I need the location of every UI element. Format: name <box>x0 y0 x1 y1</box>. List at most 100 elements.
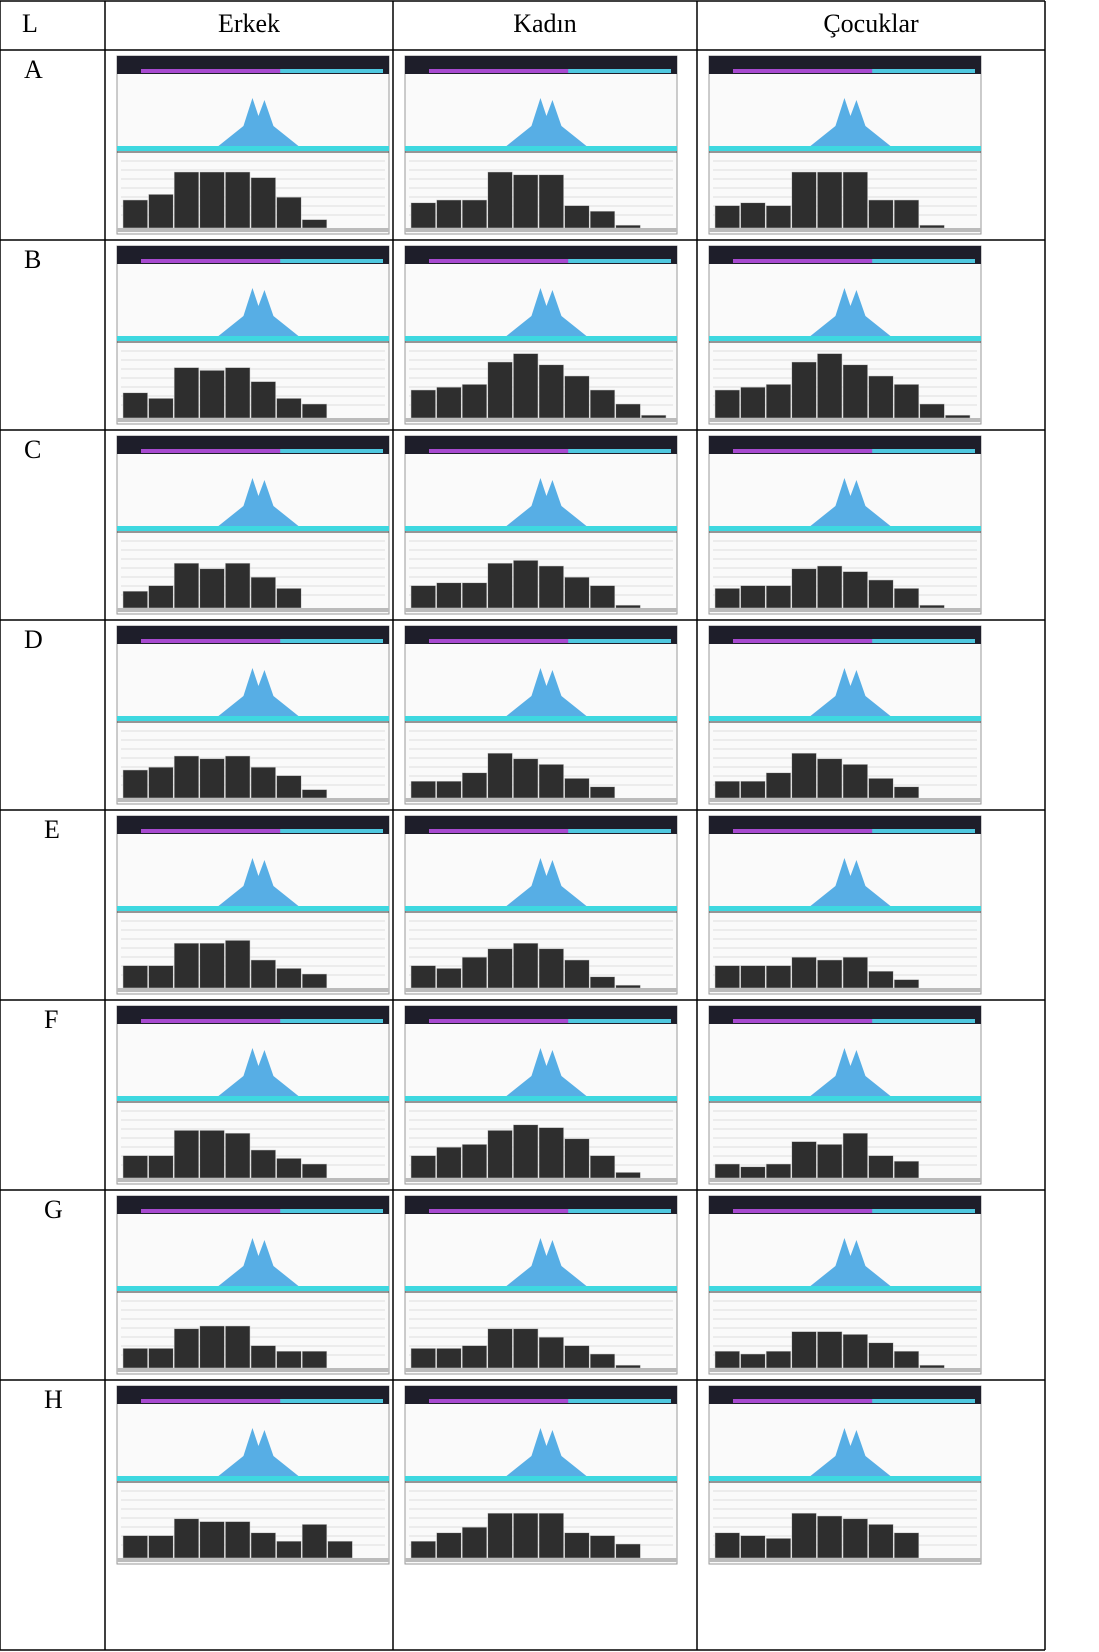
spectrum-baseline <box>117 146 389 151</box>
hist-bar <box>945 415 970 418</box>
toolbar-strip <box>280 449 383 453</box>
hist-bar <box>488 563 513 608</box>
toolbar-strip <box>568 1399 671 1403</box>
hist-bar <box>741 781 766 798</box>
hist-bar <box>590 211 615 228</box>
hist-bar <box>741 203 766 228</box>
spectrum-baseline <box>117 526 389 531</box>
hist-bar <box>174 756 199 798</box>
row-label: H <box>44 1385 63 1414</box>
thumbnail <box>405 56 677 234</box>
hist-bar <box>792 362 817 418</box>
hist-bar <box>251 1533 276 1558</box>
spectrum-baseline <box>709 1476 981 1481</box>
row-label: G <box>44 1195 63 1224</box>
spectrum-baseline <box>405 716 677 721</box>
hist-bar <box>123 1156 148 1178</box>
hist-bar <box>616 404 641 418</box>
thumbnail <box>117 246 389 424</box>
hist-bar <box>766 384 791 418</box>
hist-bar <box>411 390 436 418</box>
hist-bar <box>174 1329 199 1368</box>
hist-bar <box>123 966 148 988</box>
hist-bar <box>411 203 436 228</box>
hist-bar <box>437 583 462 608</box>
hist-bar <box>488 1329 513 1368</box>
toolbar-strip <box>872 639 975 643</box>
thumbnail <box>117 1196 389 1374</box>
toolbar-strip <box>872 1019 975 1023</box>
hist-bar <box>741 387 766 418</box>
toolbar-strip <box>568 1209 671 1213</box>
hist-bar <box>539 1337 564 1368</box>
hist-bar <box>411 966 436 988</box>
hist-bar <box>302 1351 327 1368</box>
thumbnail <box>709 56 981 234</box>
row-label: E <box>44 815 60 844</box>
hist-bar <box>920 404 945 418</box>
thumbnail <box>117 1006 389 1184</box>
thumbnail <box>405 436 677 614</box>
thumbnail <box>709 816 981 994</box>
hist-bar <box>513 943 538 988</box>
hist-bar <box>817 1332 842 1368</box>
hist-bar <box>437 387 462 418</box>
spectrum-baseline <box>405 1096 677 1101</box>
hist-bar <box>488 172 513 228</box>
hist-bar <box>437 1533 462 1558</box>
hist-bar <box>539 764 564 798</box>
status-bar <box>405 988 677 992</box>
hist-bar <box>225 940 250 988</box>
hist-bar <box>843 957 868 988</box>
hist-bar <box>817 759 842 798</box>
thumbnail <box>117 1386 389 1564</box>
hist-bar <box>843 172 868 228</box>
spectrum-baseline <box>709 716 981 721</box>
hist-bar <box>149 966 174 988</box>
hist-bar <box>590 586 615 608</box>
hist-bar <box>462 1144 487 1178</box>
hist-bar <box>462 1527 487 1558</box>
hist-bar <box>488 1513 513 1558</box>
hist-bar <box>869 376 894 418</box>
thumbnail <box>117 56 389 234</box>
status-bar <box>405 228 677 232</box>
hist-bar <box>411 1348 436 1368</box>
hist-bar <box>513 175 538 228</box>
hist-bar <box>843 365 868 418</box>
spectrum-baseline <box>117 1096 389 1101</box>
status-bar <box>709 1558 981 1562</box>
toolbar-strip <box>280 829 383 833</box>
header-cell: Kadın <box>513 9 577 38</box>
toolbar-strip <box>568 829 671 833</box>
page: LErkekKadınÇocuklarABCDEFGH <box>0 0 1099 1652</box>
hist-bar <box>565 376 590 418</box>
hist-bar <box>590 977 615 988</box>
hist-bar <box>200 172 225 228</box>
hist-bar <box>225 1522 250 1558</box>
hist-bar <box>715 588 740 608</box>
status-bar <box>117 1178 389 1182</box>
thumbnail <box>709 1196 981 1374</box>
hist-bar <box>616 605 641 608</box>
hist-bar <box>741 966 766 988</box>
hist-bar <box>539 1513 564 1558</box>
hist-bar <box>123 770 148 798</box>
hist-bar <box>590 787 615 798</box>
hist-bar <box>302 974 327 988</box>
hist-bar <box>817 1144 842 1178</box>
hist-bar <box>894 200 919 228</box>
hist-bar <box>302 790 327 798</box>
spectrum-baseline <box>405 1476 677 1481</box>
hist-bar <box>843 1334 868 1368</box>
hist-bar <box>437 781 462 798</box>
hist-bar <box>539 566 564 608</box>
thumbnail <box>709 626 981 804</box>
status-bar <box>709 418 981 422</box>
hist-bar <box>200 943 225 988</box>
status-bar <box>405 1178 677 1182</box>
hist-bar <box>641 415 666 418</box>
status-bar <box>405 1558 677 1562</box>
status-bar <box>405 418 677 422</box>
thumbnail <box>117 436 389 614</box>
